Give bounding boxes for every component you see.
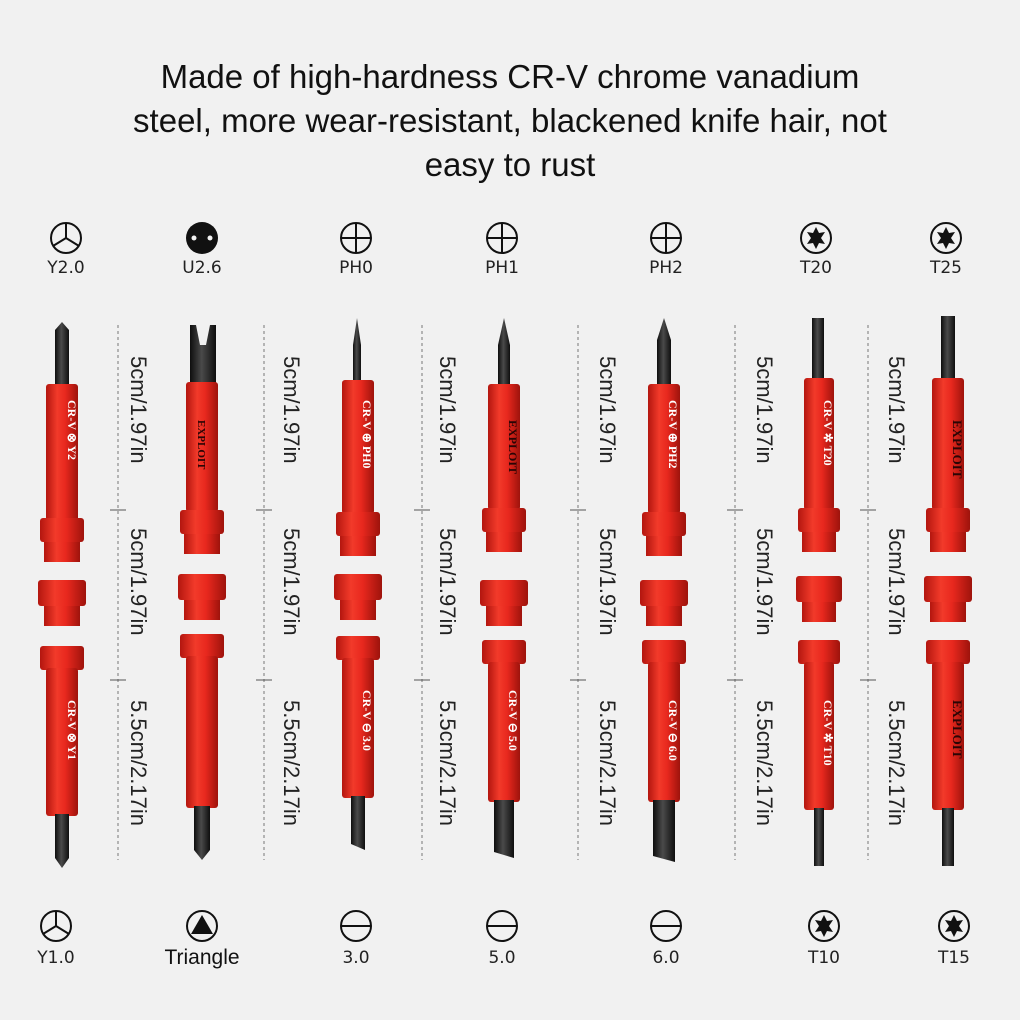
- measure-label-top: 5cm/1.97in: [126, 356, 151, 464]
- measure-label-bottom: 5.5cm/2.17in: [884, 700, 909, 826]
- measure-label-bottom: 5.5cm/2.17in: [279, 700, 304, 826]
- torx-icon: [800, 222, 832, 254]
- tip-label-top: Y2.0: [47, 258, 85, 278]
- bit-ph1-5: EXPLOIT CR-V ⊖ 5.0: [480, 318, 528, 858]
- headline: Made of high-hardness CR-V chrome vanadi…: [60, 55, 960, 187]
- measure-label-middle: 5cm/1.97in: [279, 528, 304, 636]
- measure-label-bottom: 5.5cm/2.17in: [435, 700, 460, 826]
- tip-label-bottom: 5.0: [488, 948, 516, 968]
- handle-mark: CR-V ⊖ 3.0: [360, 690, 374, 751]
- handle-mark: CR-V ⊖ 5.0: [506, 690, 520, 751]
- headline-line-1: Made of high-hardness CR-V chrome vanadi…: [160, 58, 860, 95]
- measure-label-bottom: 5.5cm/2.17in: [752, 700, 777, 826]
- tip-label-top: T25: [929, 258, 963, 278]
- measure-label-top: 5cm/1.97in: [279, 356, 304, 464]
- bit-u26-triangle: EXPLOIT: [178, 325, 226, 860]
- bit-t20-t10: CR-V ✲ T20 CR-V ✲ T10: [796, 318, 842, 866]
- measure-label-middle: 5cm/1.97in: [884, 528, 909, 636]
- handle-mark: EXPLOIT: [950, 420, 965, 479]
- measure-label-top: 5cm/1.97in: [752, 356, 777, 464]
- measure-label-middle: 5cm/1.97in: [435, 528, 460, 636]
- handle-mark: EXPLOIT: [950, 700, 965, 759]
- slotted-icon: [650, 910, 682, 942]
- measure-label-top: 5cm/1.97in: [435, 356, 460, 464]
- tip-label-bottom: T15: [937, 948, 971, 968]
- measure-label-bottom: 5.5cm/2.17in: [126, 700, 151, 826]
- tip-label-bottom: 3.0: [342, 948, 370, 968]
- tip-label-top: PH0: [339, 258, 373, 278]
- handle-mark: EXPLOIT: [195, 420, 207, 470]
- tri-wing-icon: [40, 910, 72, 942]
- handle-mark: CR-V ⊕ PH2: [666, 400, 680, 469]
- handle-mark: EXPLOIT: [506, 420, 520, 474]
- handle-mark: CR-V ✲ T20: [821, 400, 835, 466]
- measure-label-middle: 5cm/1.97in: [595, 528, 620, 636]
- tip-label-top: T20: [799, 258, 833, 278]
- tip-label-top: PH2: [649, 258, 683, 278]
- phillips-icon: [486, 222, 518, 254]
- tip-label-bottom: Triangle: [164, 946, 240, 969]
- torx-icon: [808, 910, 840, 942]
- tip-label-top: U2.6: [182, 258, 222, 278]
- tip-label-bottom: Y1.0: [37, 948, 75, 968]
- handle-mark: CR-V ⊕ PH0: [360, 400, 374, 469]
- tri-wing-icon: [50, 222, 82, 254]
- handle-mark: CR-V ⊖ 6.0: [666, 700, 680, 761]
- tip-label-bottom: T10: [807, 948, 841, 968]
- triangle-icon: [186, 910, 218, 942]
- handle-mark: CR-V ⊗ Y2: [65, 400, 79, 460]
- slotted-icon: [340, 910, 372, 942]
- handle-mark: CR-V ⊗ Y1: [65, 700, 79, 760]
- measure-label-bottom: 5.5cm/2.17in: [595, 700, 620, 826]
- measurement-labels: 5cm/1.97in 5cm/1.97in 5.5cm/2.17in 5cm/1…: [126, 356, 909, 826]
- phillips-icon: [650, 222, 682, 254]
- bit-y2-y1: CR-V ⊗ Y2 CR-V ⊗ Y1: [38, 322, 86, 868]
- slotted-icon: [486, 910, 518, 942]
- measure-label-top: 5cm/1.97in: [595, 356, 620, 464]
- handle-mark: CR-V ✲ T10: [821, 700, 835, 766]
- bit-t25-t15: EXPLOIT EXPLOIT: [924, 316, 972, 866]
- torx-icon: [938, 910, 970, 942]
- torx-icon: [930, 222, 962, 254]
- tip-label-top: PH1: [485, 258, 519, 278]
- tip-label-bottom: 6.0: [652, 948, 680, 968]
- measure-label-top: 5cm/1.97in: [884, 356, 909, 464]
- measurement-guides: [117, 325, 869, 860]
- bit-ph0-3: CR-V ⊕ PH0 CR-V ⊖ 3.0: [334, 318, 382, 850]
- headline-line-3: easy to rust: [424, 146, 596, 183]
- measure-label-middle: 5cm/1.97in: [752, 528, 777, 636]
- measure-label-middle: 5cm/1.97in: [126, 528, 151, 636]
- bit-ph2-6: CR-V ⊕ PH2 CR-V ⊖ 6.0: [640, 318, 688, 862]
- spanner-icon: [186, 222, 218, 254]
- measurement-ticks: [110, 509, 876, 681]
- phillips-icon: [340, 222, 372, 254]
- headline-line-2: steel, more wear-resistant, blackened kn…: [133, 102, 887, 139]
